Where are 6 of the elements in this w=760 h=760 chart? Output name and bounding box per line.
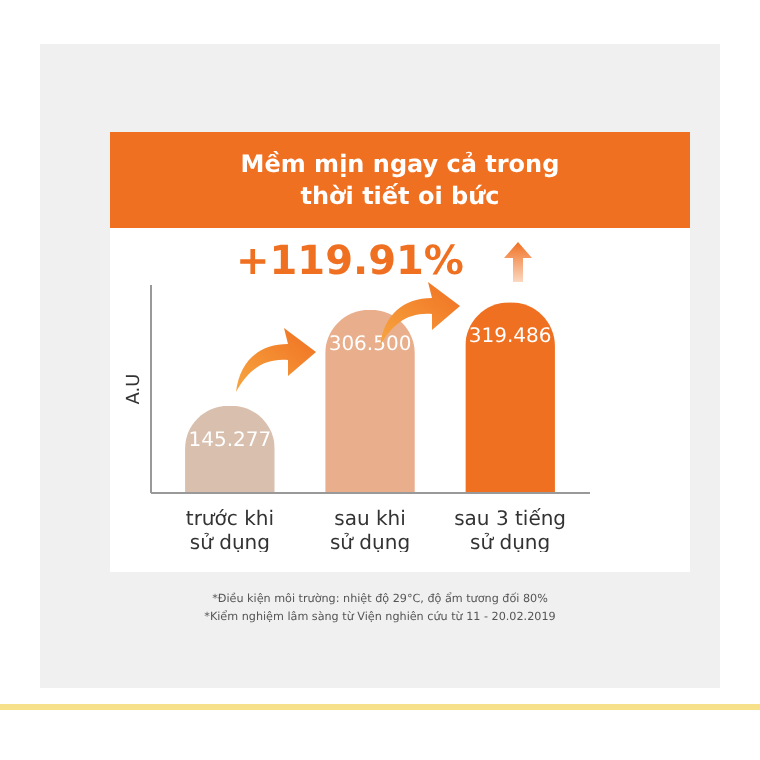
- data-label: 306.500: [328, 333, 412, 356]
- chart-title: Mềm mịn ngay cả trong thời tiết oi bức: [238, 148, 562, 212]
- y-axis-title: A.U: [125, 373, 145, 405]
- data-label: 319.486: [468, 326, 552, 349]
- text: +119.91%: [236, 236, 464, 284]
- data-label: 145.277: [188, 429, 272, 452]
